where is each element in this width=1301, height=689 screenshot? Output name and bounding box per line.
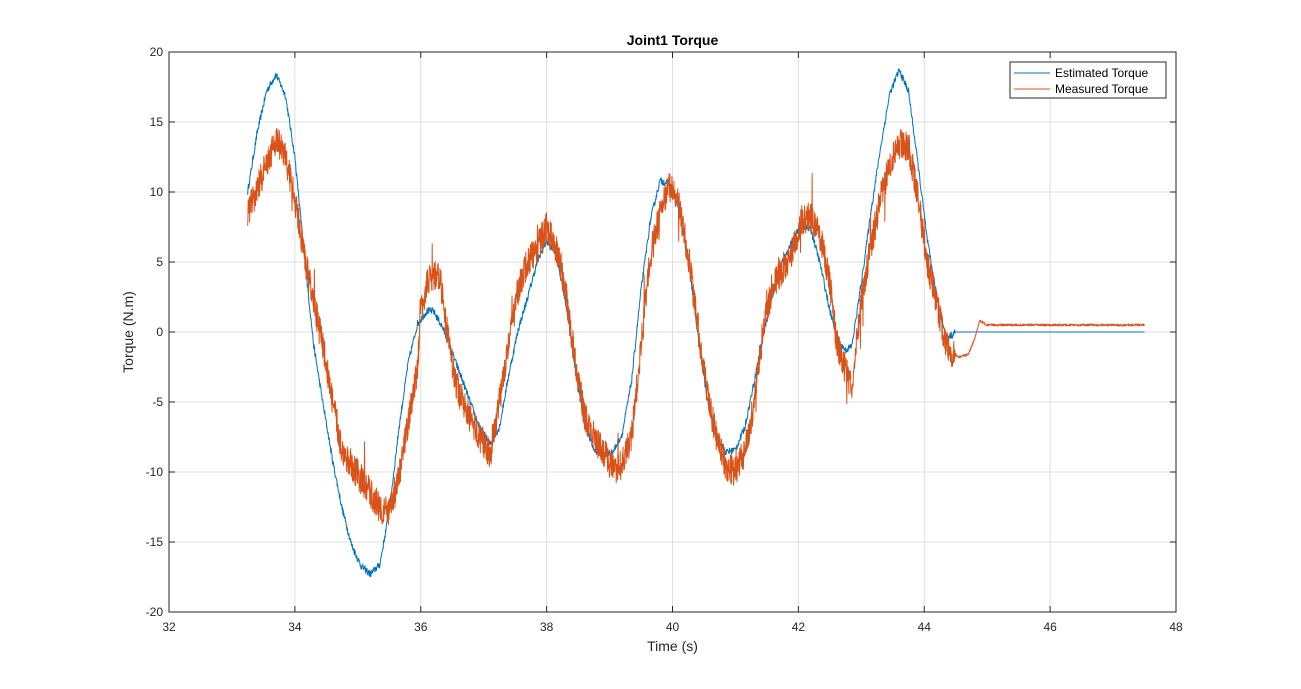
legend: Estimated Torque Measured Torque bbox=[1009, 61, 1167, 99]
legend-label-measured: Measured Torque bbox=[1055, 82, 1148, 96]
x-tick-label: 32 bbox=[162, 620, 176, 634]
y-tick-label: 15 bbox=[150, 115, 164, 129]
x-axis-label: Time (s) bbox=[647, 638, 698, 654]
x-tick-label: 44 bbox=[918, 620, 932, 634]
x-tick-label: 40 bbox=[666, 620, 680, 634]
x-tick-label: 46 bbox=[1043, 620, 1057, 634]
axis-ticks bbox=[168, 51, 1177, 613]
y-tick-label: 0 bbox=[156, 325, 163, 339]
x-tick-label: 36 bbox=[414, 620, 428, 634]
y-tick-label: -15 bbox=[146, 535, 164, 549]
x-tick-label: 38 bbox=[540, 620, 554, 634]
y-tick-label: -20 bbox=[146, 605, 164, 619]
chart-title: Joint1 Torque bbox=[627, 32, 719, 48]
y-tick-label: 10 bbox=[150, 185, 164, 199]
x-tick-label: 42 bbox=[792, 620, 806, 634]
y-tick-label: -10 bbox=[146, 465, 164, 479]
y-axis-label: Torque (N.m) bbox=[120, 291, 136, 373]
x-tick-label: 48 bbox=[1169, 620, 1183, 634]
legend-label-estimated: Estimated Torque bbox=[1055, 66, 1148, 80]
x-tick-labels: 32 34 36 38 40 42 44 46 48 bbox=[162, 620, 1183, 634]
y-tick-label: -5 bbox=[152, 395, 163, 409]
measured-torque-line bbox=[247, 127, 1145, 526]
y-tick-label: 5 bbox=[156, 255, 163, 269]
x-tick-label: 34 bbox=[288, 620, 302, 634]
plot-series bbox=[247, 68, 1145, 578]
legend-box bbox=[1009, 61, 1167, 99]
y-tick-label: 20 bbox=[150, 45, 164, 59]
y-tick-labels: 20 15 10 5 0 -5 -10 -15 -20 bbox=[146, 45, 164, 619]
